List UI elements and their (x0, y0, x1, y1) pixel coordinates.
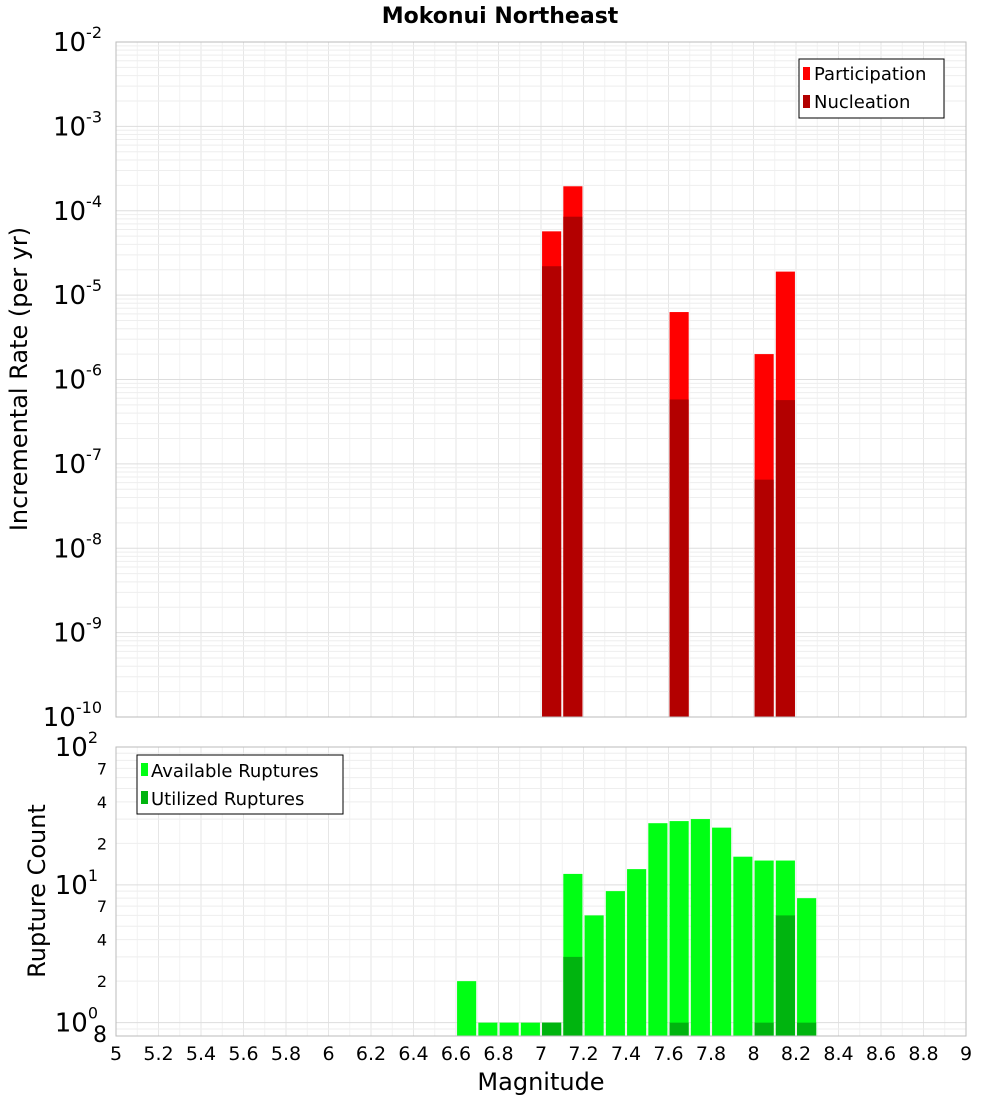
x-tick-label: 9 (960, 1043, 972, 1065)
legend-participation-swatch (803, 67, 810, 80)
legend-nucleation-swatch (803, 95, 810, 108)
count-y-tick-labels: 100 101 102 8 2 4 7 2 4 7 (55, 728, 107, 1048)
count-y-tick-label-minor: 2 (97, 972, 107, 991)
count-y-tick-label-minor: 7 (97, 759, 107, 778)
legend-available-swatch (141, 763, 148, 776)
count-available-ruptures-bar-7.65 (669, 821, 689, 1036)
legend-participation-label: Participation (814, 64, 926, 85)
count-y-tick-label-minor: 8 (93, 1023, 107, 1048)
x-tick-label: 8.4 (823, 1043, 853, 1065)
count-y-tick-label-minor: 2 (97, 834, 107, 853)
x-tick-label: 6.8 (483, 1043, 513, 1065)
count-y-axis-label: Rupture Count (23, 804, 51, 978)
count-available-ruptures-bar-7.75 (690, 819, 710, 1036)
rate-y-tick-label: 10-9 (53, 614, 102, 649)
x-tick-label: 7.6 (653, 1043, 683, 1065)
x-tick-label: 6.2 (356, 1043, 386, 1065)
x-tick-label: 8 (747, 1043, 759, 1065)
x-axis-label: Magnitude (477, 1068, 604, 1096)
rate-y-tick-label: 10-2 (53, 23, 102, 58)
x-tick-label: 8.6 (866, 1043, 896, 1065)
chart-title: Mokonui Northeast (382, 4, 619, 29)
count-available-ruptures-bar-8.25 (797, 898, 817, 1036)
x-tick-label: 8.2 (781, 1043, 811, 1065)
rate-y-tick-label: 10-4 (53, 192, 102, 227)
count-utilized-ruptures-bar-8.15 (775, 915, 795, 1036)
rate-gridlines (115, 42, 967, 718)
x-tick-label: 8.8 (908, 1043, 938, 1065)
count-available-ruptures-bar-8.05 (754, 860, 774, 1036)
legend-available-label: Available Ruptures (151, 761, 319, 782)
count-y-tick-label-major: 100 (55, 1004, 98, 1039)
count-utilized-ruptures-bar-8.05 (754, 1022, 774, 1036)
x-tick-label: 7.8 (696, 1043, 726, 1065)
count-legend: Available Ruptures Utilized Ruptures (136, 754, 344, 815)
x-tick-label: 5.4 (186, 1043, 216, 1065)
count-available-ruptures-bar-7.25 (584, 915, 604, 1036)
count-available-ruptures-bar-7.85 (712, 827, 732, 1036)
count-available-ruptures-bar-6.85 (499, 1022, 519, 1036)
x-tick-label: 5 (110, 1043, 122, 1065)
count-available-ruptures-bar-7.55 (648, 823, 668, 1036)
count-available-ruptures-bar-7.95 (733, 856, 753, 1036)
rate-nucleation-bar-8.05 (754, 479, 774, 717)
x-tick-label: 5.2 (143, 1043, 173, 1065)
x-tick-label: 7.4 (611, 1043, 641, 1065)
rate-y-tick-label: 10-6 (53, 361, 102, 396)
rate-nucleation-bar-7.15 (563, 216, 583, 718)
rate-legend: Participation Nucleation (798, 58, 945, 119)
count-utilized-ruptures-bar-7.15 (563, 956, 583, 1036)
legend-utilized-swatch (141, 791, 148, 804)
x-tick-label: 7.2 (568, 1043, 598, 1065)
x-tick-label: 7 (535, 1043, 547, 1065)
count-utilized-ruptures-bar-7.65 (669, 1022, 689, 1036)
rate-nucleation-bar-8.15 (775, 400, 795, 717)
x-tick-labels: 5 5.2 5.4 5.6 5.8 6 6.2 6.4 6.6 6.8 7 7.2 7.4 7.6 7.8 8… (110, 1043, 972, 1065)
rate-bars (542, 186, 795, 718)
count-available-ruptures-bar-7.45 (627, 869, 647, 1036)
legend-nucleation-label: Nucleation (814, 92, 910, 113)
x-tick-label: 6.4 (398, 1043, 428, 1065)
count-available-ruptures-bar-7.35 (605, 891, 625, 1036)
rate-nucleation-bar-7.05 (542, 266, 562, 717)
x-tick-label: 5.6 (228, 1043, 258, 1065)
count-panel: 100 101 102 8 2 4 7 2 4 7 5 5.2 5.4 5.6 5.8 6 6.2 6.4 6.6… (23, 728, 972, 1096)
count-y-tick-label-minor: 7 (97, 897, 107, 916)
count-available-ruptures-bar-6.65 (457, 981, 477, 1036)
rate-y-tick-label: 10-3 (53, 107, 102, 142)
count-y-tick-label-minor: 4 (97, 931, 107, 950)
x-tick-label: 6.6 (441, 1043, 471, 1065)
count-available-ruptures-bar-6.75 (478, 1022, 498, 1036)
rate-y-axis-label: Incremental Rate (per yr) (5, 227, 33, 531)
count-y-tick-label-major: 101 (55, 866, 98, 901)
x-tick-label: 6 (322, 1043, 334, 1065)
rate-y-tick-label: 10-7 (53, 445, 102, 480)
count-utilized-ruptures-bar-7.05 (542, 1022, 562, 1036)
count-available-ruptures-bar-6.95 (520, 1022, 540, 1036)
legend-utilized-label: Utilized Ruptures (151, 789, 304, 810)
rate-y-tick-label: 10-5 (53, 276, 102, 311)
x-tick-label: 5.8 (271, 1043, 301, 1065)
rate-nucleation-bar-7.65 (669, 399, 689, 717)
count-bars (457, 819, 817, 1036)
rate-y-tick-label: 10-8 (53, 529, 102, 564)
count-utilized-ruptures-bar-8.25 (797, 1022, 817, 1036)
count-y-tick-label-minor: 4 (97, 793, 107, 812)
count-y-tick-label-major: 102 (55, 728, 98, 763)
